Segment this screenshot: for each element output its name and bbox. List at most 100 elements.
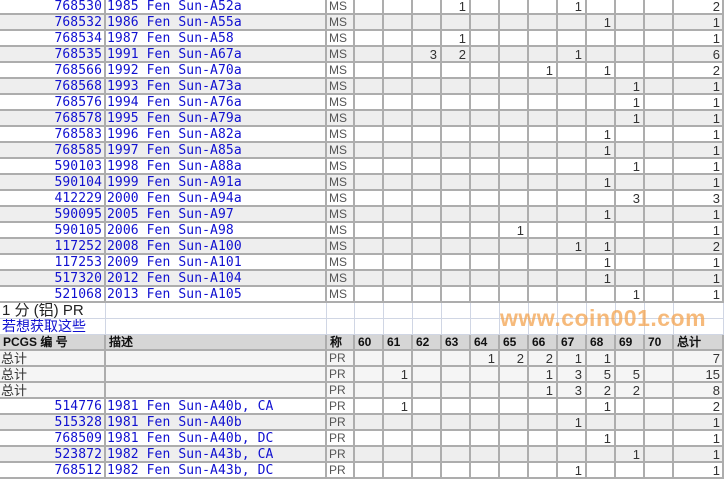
grade-count-63 bbox=[442, 447, 471, 463]
pcgs-number-link[interactable]: 517320 bbox=[0, 271, 106, 287]
grade-count-63: 1 bbox=[442, 0, 471, 15]
grade-count-60 bbox=[355, 351, 384, 367]
description-link[interactable]: 2012 Fen Sun-A104 bbox=[106, 271, 327, 287]
description-link[interactable]: 1981 Fen Sun-A40b, CA bbox=[106, 399, 327, 415]
total-row: 总计 PR 1 1 3 5 5 15 bbox=[0, 367, 725, 383]
pcgs-number-link[interactable]: 514776 bbox=[0, 399, 106, 415]
description-link[interactable]: 2008 Fen Sun-A100 bbox=[106, 239, 327, 255]
pcgs-number-link[interactable]: 768576 bbox=[0, 95, 106, 111]
description-link[interactable]: 1991 Fen Sun-A67a bbox=[106, 47, 327, 63]
description-link[interactable]: 1994 Fen Sun-A76a bbox=[106, 95, 327, 111]
grade-count-64 bbox=[471, 207, 500, 223]
grade-count-63 bbox=[442, 175, 471, 191]
grade-count-63 bbox=[442, 127, 471, 143]
description-link[interactable]: 1995 Fen Sun-A79a bbox=[106, 111, 327, 127]
pcgs-number-link[interactable]: 590104 bbox=[0, 175, 106, 191]
grade-count-70 bbox=[645, 287, 674, 303]
description-link[interactable]: 1981 Fen Sun-A40b, DC bbox=[106, 431, 327, 447]
grade-type-cell: MS bbox=[327, 175, 355, 191]
empty-cell bbox=[587, 303, 616, 319]
pcgs-number-link[interactable]: 117252 bbox=[0, 239, 106, 255]
grade-count-61 bbox=[384, 191, 413, 207]
grade-count-69: 1 bbox=[616, 79, 645, 95]
description-link[interactable]: 2009 Fen Sun-A101 bbox=[106, 255, 327, 271]
grade-count-63 bbox=[442, 159, 471, 175]
description-link[interactable]: 2006 Fen Sun-A98 bbox=[106, 223, 327, 239]
pcgs-number-link[interactable]: 412229 bbox=[0, 191, 106, 207]
grade-count-61 bbox=[384, 79, 413, 95]
grade-count-60 bbox=[355, 383, 384, 399]
grade-count-65 bbox=[500, 207, 529, 223]
pcgs-number-link[interactable]: 768568 bbox=[0, 79, 106, 95]
row-total: 15 bbox=[674, 367, 724, 383]
pcgs-number-link[interactable]: 521068 bbox=[0, 287, 106, 303]
description-link[interactable]: 1982 Fen Sun-A43b, CA bbox=[106, 447, 327, 463]
description-link[interactable]: 1999 Fen Sun-A91a bbox=[106, 175, 327, 191]
pcgs-number-link[interactable]: 590105 bbox=[0, 223, 106, 239]
pcgs-number-link[interactable]: 515328 bbox=[0, 415, 106, 431]
grade-count-62 bbox=[413, 175, 442, 191]
grade-count-66 bbox=[529, 431, 558, 447]
grade-count-68 bbox=[587, 79, 616, 95]
description-link[interactable]: 1992 Fen Sun-A70a bbox=[106, 63, 327, 79]
pcgs-number-link[interactable]: 768566 bbox=[0, 63, 106, 79]
grade-type-cell: MS bbox=[327, 0, 355, 15]
grade-count-64 bbox=[471, 271, 500, 287]
description-link[interactable]: 2000 Fen Sun-A94a bbox=[106, 191, 327, 207]
grade-count-68 bbox=[587, 415, 616, 431]
grade-count-62 bbox=[413, 191, 442, 207]
grade-count-70 bbox=[645, 159, 674, 175]
description-link[interactable]: 1985 Fen Sun-A52a bbox=[106, 0, 327, 15]
empty-cell bbox=[106, 319, 327, 335]
description-link[interactable]: 1981 Fen Sun-A40b bbox=[106, 415, 327, 431]
grade-count-61 bbox=[384, 0, 413, 15]
pcgs-number-link[interactable]: 768509 bbox=[0, 431, 106, 447]
description-link[interactable]: 2013 Fen Sun-A105 bbox=[106, 287, 327, 303]
grade-count-62 bbox=[413, 367, 442, 383]
pcgs-number-link[interactable]: 590103 bbox=[0, 159, 106, 175]
grade-count-70 bbox=[645, 431, 674, 447]
grade-count-66 bbox=[529, 47, 558, 63]
header-grade-60: 60 bbox=[355, 335, 384, 351]
table-row: 768509 1981 Fen Sun-A40b, DC PR 1 1 bbox=[0, 431, 725, 447]
pcgs-number-link[interactable]: 768534 bbox=[0, 31, 106, 47]
description-link[interactable]: 1997 Fen Sun-A85a bbox=[106, 143, 327, 159]
table-row: 590104 1999 Fen Sun-A91a MS 1 1 bbox=[0, 175, 725, 191]
grade-count-63 bbox=[442, 287, 471, 303]
pcgs-number-link[interactable]: 768532 bbox=[0, 15, 106, 31]
pcgs-number-link[interactable]: 117253 bbox=[0, 255, 106, 271]
grade-count-61 bbox=[384, 159, 413, 175]
pcgs-number-link[interactable]: 768583 bbox=[0, 127, 106, 143]
description-link[interactable]: 1987 Fen Sun-A58 bbox=[106, 31, 327, 47]
grade-type-cell: PR bbox=[327, 447, 355, 463]
description-link[interactable]: 1993 Fen Sun-A73a bbox=[106, 79, 327, 95]
description-link[interactable]: 1996 Fen Sun-A82a bbox=[106, 127, 327, 143]
grade-count-60 bbox=[355, 463, 384, 479]
pcgs-number-link[interactable]: 768578 bbox=[0, 111, 106, 127]
pcgs-number-link[interactable]: 768530 bbox=[0, 0, 106, 15]
table-row: 768535 1991 Fen Sun-A67a MS 3 2 1 6 bbox=[0, 47, 725, 63]
grade-count-61 bbox=[384, 95, 413, 111]
pcgs-number-link[interactable]: 523872 bbox=[0, 447, 106, 463]
grade-count-65: 2 bbox=[500, 351, 529, 367]
row-total: 1 bbox=[674, 143, 724, 159]
grade-count-66 bbox=[529, 399, 558, 415]
grade-count-68 bbox=[587, 111, 616, 127]
description-link[interactable]: 1998 Fen Sun-A88a bbox=[106, 159, 327, 175]
pcgs-number-link[interactable]: 768535 bbox=[0, 47, 106, 63]
description-link[interactable]: 1986 Fen Sun-A55a bbox=[106, 15, 327, 31]
info-link[interactable]: 若想获取这些 bbox=[0, 319, 106, 335]
pcgs-number-link[interactable]: 768512 bbox=[0, 463, 106, 479]
grade-count-63 bbox=[442, 239, 471, 255]
grade-count-67 bbox=[558, 287, 587, 303]
grade-count-61 bbox=[384, 255, 413, 271]
grade-count-66 bbox=[529, 79, 558, 95]
description-link[interactable]: 2005 Fen Sun-A97 bbox=[106, 207, 327, 223]
pcgs-number-link[interactable]: 590095 bbox=[0, 207, 106, 223]
empty-cell bbox=[355, 303, 384, 319]
pcgs-number-link[interactable]: 768585 bbox=[0, 143, 106, 159]
grade-count-60 bbox=[355, 111, 384, 127]
grade-count-66 bbox=[529, 255, 558, 271]
description-link[interactable]: 1982 Fen Sun-A43b, DC bbox=[106, 463, 327, 479]
